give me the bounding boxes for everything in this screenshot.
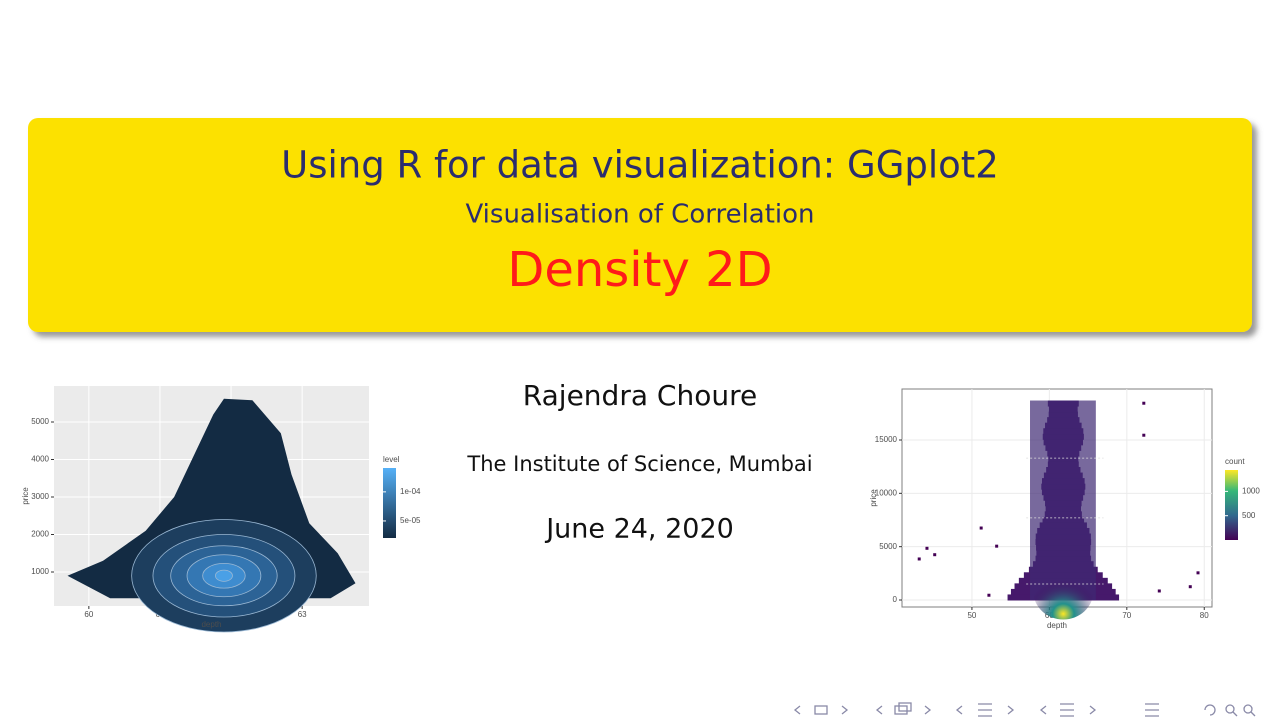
- bin-outlier: [1142, 433, 1146, 437]
- bin-outlier: [979, 526, 983, 530]
- y-tick-label: 4000: [31, 455, 49, 464]
- bin-outlier: [1196, 571, 1200, 575]
- bin-outlier: [1157, 589, 1161, 593]
- x-axis-label: depth: [1047, 621, 1067, 630]
- y-tick-label: 2000: [31, 530, 49, 539]
- legend-label: 500: [1242, 511, 1256, 520]
- bin-outlier: [925, 546, 929, 550]
- bin-hotspot: [1033, 563, 1094, 620]
- bin-outlier: [917, 557, 921, 561]
- topic: Density 2D: [507, 242, 772, 298]
- y-tick-label: 10000: [875, 488, 898, 497]
- legend-title: level: [383, 455, 400, 464]
- legend-colorbar: [383, 468, 396, 538]
- legend-title: count: [1225, 457, 1245, 466]
- institute: The Institute of Science, Mumbai: [466, 452, 812, 476]
- x-tick-label: 50: [967, 611, 976, 620]
- bin-outlier: [1142, 401, 1146, 405]
- x-tick-label: 63: [298, 610, 307, 619]
- y-tick-label: 1000: [31, 567, 49, 576]
- subtitle: Visualisation of Correlation: [465, 200, 814, 230]
- title-box: [28, 118, 1252, 332]
- bin-outlier: [995, 544, 999, 548]
- y-axis-label: price: [869, 489, 878, 507]
- legend-label: 1000: [1242, 486, 1260, 495]
- legend-label: 5e-05: [400, 516, 421, 525]
- bin-outlier: [1188, 585, 1192, 589]
- y-tick-label: 0: [893, 595, 898, 604]
- y-tick-label: 15000: [875, 435, 898, 444]
- legend-label: 1e-04: [400, 487, 421, 496]
- bin-cells: [917, 400, 1200, 620]
- navigation-symbols: [793, 702, 1256, 717]
- bin-outlier: [987, 593, 991, 597]
- legend-colorbar: [1225, 470, 1238, 540]
- author: Rajendra Choure: [523, 379, 757, 412]
- x-tick-label: 80: [1200, 611, 1209, 620]
- y-tick-label: 5000: [31, 417, 49, 426]
- y-tick-label: 5000: [879, 542, 897, 551]
- x-tick-label: 70: [1122, 611, 1131, 620]
- y-tick-label: 3000: [31, 492, 49, 501]
- x-axis-label: depth: [201, 620, 221, 629]
- title: Using R for data visualization: GGplot2: [281, 144, 999, 187]
- x-tick-label: 60: [84, 610, 93, 619]
- density-contour: [215, 569, 233, 582]
- y-axis-label: price: [21, 487, 30, 505]
- date: June 24, 2020: [544, 514, 734, 545]
- bin-outlier: [933, 553, 937, 557]
